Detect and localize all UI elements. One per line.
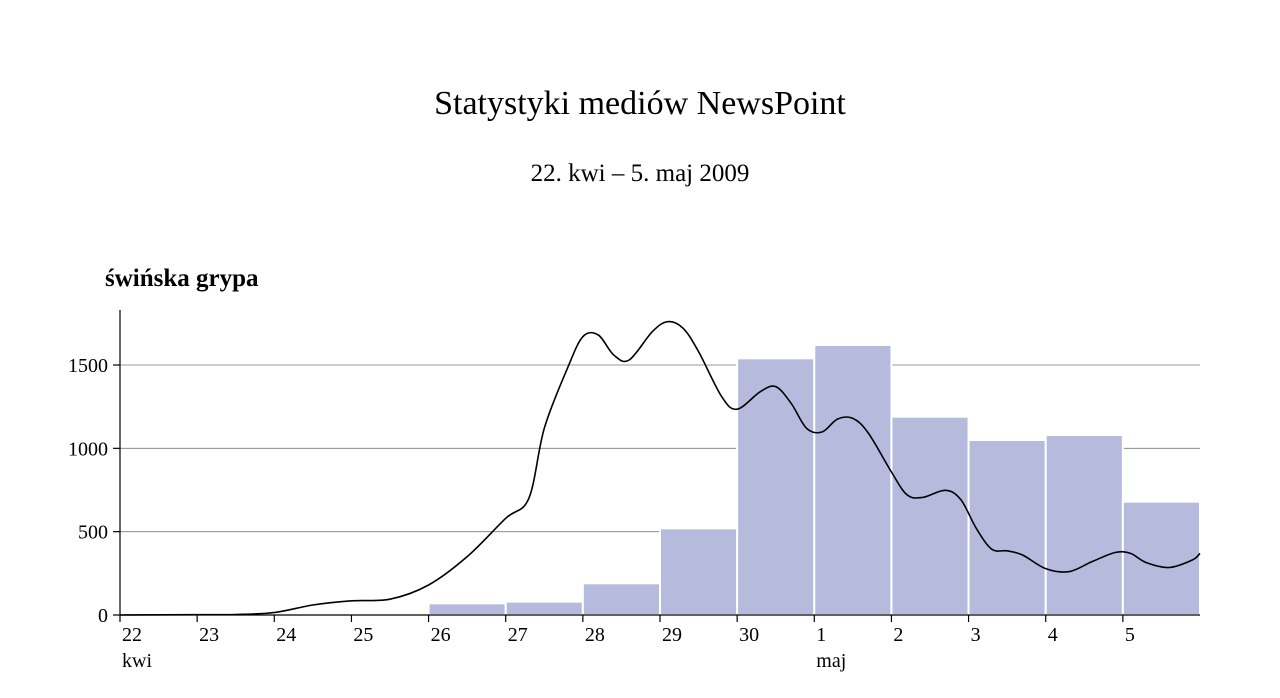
chart-plot: 05001000150022232425262728293012345kwima… bbox=[0, 0, 1280, 698]
x-tick-label: 5 bbox=[1125, 624, 1135, 646]
bar bbox=[891, 417, 968, 615]
bar bbox=[506, 602, 583, 615]
y-tick-label: 1500 bbox=[68, 355, 108, 377]
chart-container: { "title": "Statystyki mediów NewsPoint"… bbox=[0, 0, 1280, 698]
x-tick-label: 24 bbox=[276, 624, 296, 646]
bar bbox=[737, 358, 814, 615]
x-month-label: maj bbox=[816, 650, 846, 672]
x-tick-label: 3 bbox=[971, 624, 981, 646]
x-tick-label: 28 bbox=[585, 624, 605, 646]
bar bbox=[814, 345, 891, 615]
y-tick-label: 500 bbox=[78, 522, 108, 544]
bar bbox=[660, 528, 737, 615]
x-month-label: kwi bbox=[122, 650, 152, 672]
x-tick-label: 4 bbox=[1048, 624, 1058, 646]
x-tick-label: 29 bbox=[662, 624, 682, 646]
bar bbox=[583, 583, 660, 615]
x-tick-label: 1 bbox=[816, 624, 826, 646]
bar bbox=[1123, 502, 1200, 615]
x-tick-label: 22 bbox=[122, 624, 142, 646]
bar bbox=[1046, 435, 1123, 615]
x-tick-label: 27 bbox=[508, 624, 528, 646]
x-tick-label: 30 bbox=[739, 624, 759, 646]
x-tick-label: 26 bbox=[431, 624, 451, 646]
x-tick-label: 23 bbox=[199, 624, 219, 646]
x-tick-label: 25 bbox=[353, 624, 373, 646]
bar bbox=[429, 603, 506, 615]
y-tick-label: 1000 bbox=[68, 438, 108, 460]
y-tick-label: 0 bbox=[98, 605, 108, 627]
bar bbox=[969, 440, 1046, 615]
x-tick-label: 2 bbox=[893, 624, 903, 646]
